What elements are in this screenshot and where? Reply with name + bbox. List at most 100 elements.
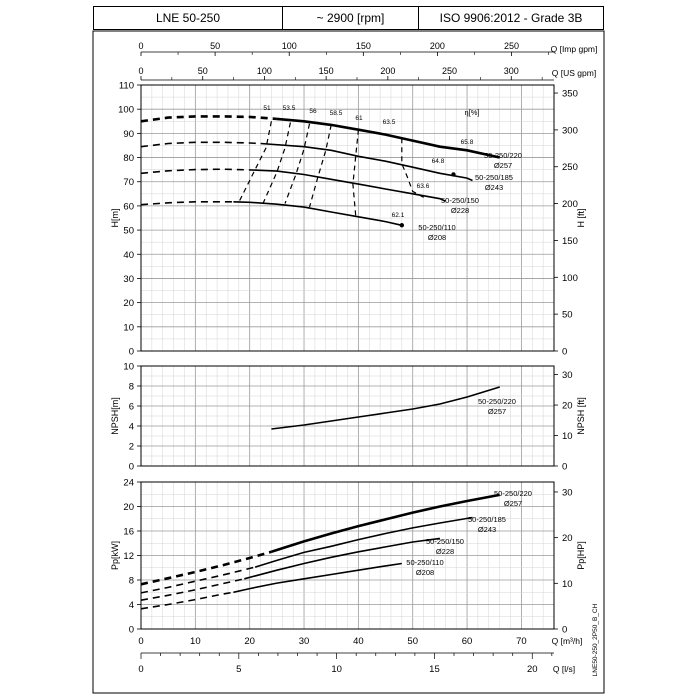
npsh-left-tick-label: 6: [129, 402, 134, 413]
imp-gpm-tick-label: 100: [282, 41, 297, 51]
head-left-tick-label: 0: [129, 347, 134, 358]
efficiency-iso-line: [238, 121, 272, 203]
head-curve-50-250-185: [260, 142, 473, 182]
efficiency-value-label: 61: [355, 115, 363, 122]
head-curve-dashed-50-250-110: [140, 201, 234, 206]
q-m3h-tick-label: 10: [190, 636, 201, 647]
model-label: LNE 50-250: [155, 11, 221, 25]
efficiency-value-label: 51: [263, 105, 271, 112]
head-right-tick-label: 50: [562, 310, 573, 321]
power-left-axis-label: Pp[kW]: [110, 541, 120, 570]
head-curve-50-250-110: [233, 201, 402, 227]
head-right-tick-label: 350: [562, 89, 578, 100]
efficiency-value-label: 58.5: [330, 110, 343, 117]
q-ls-tick-label: 10: [331, 664, 342, 675]
efficiency-iso-line: [284, 123, 311, 204]
q-ls-tick-label: 0: [138, 664, 143, 675]
head-plot-frame: [140, 84, 555, 352]
head-series-label: 50-250/185: [475, 173, 513, 182]
efficiency-value-label: 62.1: [392, 212, 405, 219]
efficiency-value-label: 64.8: [432, 158, 445, 165]
q-ls-tick-label: 15: [429, 664, 440, 675]
head-series-diameter: Ø257: [494, 161, 512, 170]
npsh-left-tick-label: 2: [129, 442, 134, 453]
npsh-right-tick-label: 10: [562, 431, 573, 442]
head-left-tick-label: 10: [123, 322, 134, 333]
head-left-tick-label: 110: [119, 81, 134, 92]
head-left-tick-label: 60: [123, 201, 134, 212]
efficiency-iso-line: [308, 124, 332, 208]
efficiency-value-label: 65.8: [461, 139, 474, 146]
head-right-tick-label: 100: [562, 273, 578, 284]
power-left-tick-label: 24: [123, 478, 134, 489]
head-marker: [451, 172, 456, 177]
head-marker: [399, 223, 405, 228]
npsh-right-tick-label: 30: [562, 370, 573, 381]
npsh-left-tick-label: 0: [129, 462, 134, 473]
standard-label: ISO 9906:2012 - Grade 3B: [439, 11, 583, 25]
us-gpm-axis-label: Q [US gpm]: [552, 68, 596, 78]
q-m3h-tick-label: 50: [407, 636, 418, 647]
power-curve-dashed-50-250-110: [140, 591, 234, 610]
q-ls-tick-label: 5: [236, 664, 241, 675]
head-curve-dashed-50-250-150: [140, 168, 250, 175]
power-left-tick-label: 20: [123, 502, 134, 513]
power-series-label: 50-250/185: [468, 515, 506, 524]
q-m3h-tick-label: 30: [299, 636, 310, 647]
imp-gpm-tick-label: 250: [504, 41, 519, 51]
power-series-diameter: Ø257: [504, 499, 522, 508]
power-series-diameter: Ø243: [478, 525, 496, 534]
npsh-left-tick-label: 4: [129, 422, 134, 433]
head-left-tick-label: 40: [123, 250, 134, 261]
power-right-axis-label: Pp[HP]: [576, 541, 586, 570]
power-series-label: 50-250/110: [406, 558, 443, 567]
head-panel: [137, 84, 558, 352]
q-m3h-tick-label: 0: [138, 636, 143, 647]
us-gpm-tick-label: 50: [198, 66, 208, 76]
head-curve-dashed-50-250-185: [140, 141, 261, 148]
npsh-left-axis-label: NPSH[m]: [110, 397, 120, 435]
head-right-tick-label: 300: [562, 125, 578, 136]
imp-gpm-tick-label: 200: [430, 41, 445, 51]
head-series-label: 50-250/110: [418, 223, 455, 232]
head-left-tick-label: 80: [123, 153, 134, 164]
q-ls-tick-label: 20: [527, 664, 538, 675]
npsh-left-tick-label: 8: [129, 382, 134, 393]
power-panel: [137, 481, 558, 630]
power-left-tick-label: 16: [123, 527, 134, 538]
head-left-tick-label: 90: [123, 129, 134, 140]
q-m3h-tick-label: 70: [516, 636, 527, 647]
head-curve-50-250-220: [276, 117, 500, 159]
power-right-tick-label: 10: [562, 579, 573, 590]
us-gpm-tick-label: 300: [504, 66, 519, 76]
power-series-diameter: Ø228: [436, 547, 454, 556]
npsh-right-tick-label: 0: [562, 462, 567, 473]
us-gpm-tick-label: 100: [257, 66, 272, 76]
npsh-curve-50-250-220: [271, 386, 500, 430]
us-gpm-tick-label: 250: [442, 66, 457, 76]
head-series-diameter: Ø243: [485, 183, 503, 192]
head-right-axis-label: H [ft]: [576, 208, 586, 227]
head-series-label: 50-250/150: [441, 196, 479, 205]
imp-gpm-tick-label: 0: [138, 41, 143, 51]
power-curve-50-250-150: [244, 537, 441, 580]
sheet-code: LNE50-250_2P50_B_CH: [592, 603, 599, 676]
head-left-tick-label: 30: [123, 274, 134, 285]
efficiency-value-label: 56: [309, 108, 317, 115]
head-series-diameter: Ø208: [428, 233, 446, 242]
head-right-tick-label: 150: [562, 236, 578, 247]
power-left-tick-label: 0: [129, 625, 134, 636]
standard-cell: ISO 9906:2012 - Grade 3B: [418, 6, 604, 30]
head-left-tick-label: 100: [118, 105, 134, 116]
power-right-tick-label: 20: [562, 533, 573, 544]
power-left-tick-label: 8: [129, 576, 134, 587]
us-gpm-tick-label: 0: [138, 66, 143, 76]
power-series-diameter: Ø208: [416, 568, 434, 577]
q-ls-axis-label: Q [l/s]: [553, 664, 575, 674]
efficiency-iso-line: [352, 129, 359, 216]
q-m3h-tick-label: 40: [353, 636, 364, 647]
npsh-right-axis-label: NPSH [ft]: [576, 397, 586, 435]
imp-gpm-tick-label: 150: [356, 41, 371, 51]
speed-label: ~ 2900 [rpm]: [316, 11, 385, 25]
